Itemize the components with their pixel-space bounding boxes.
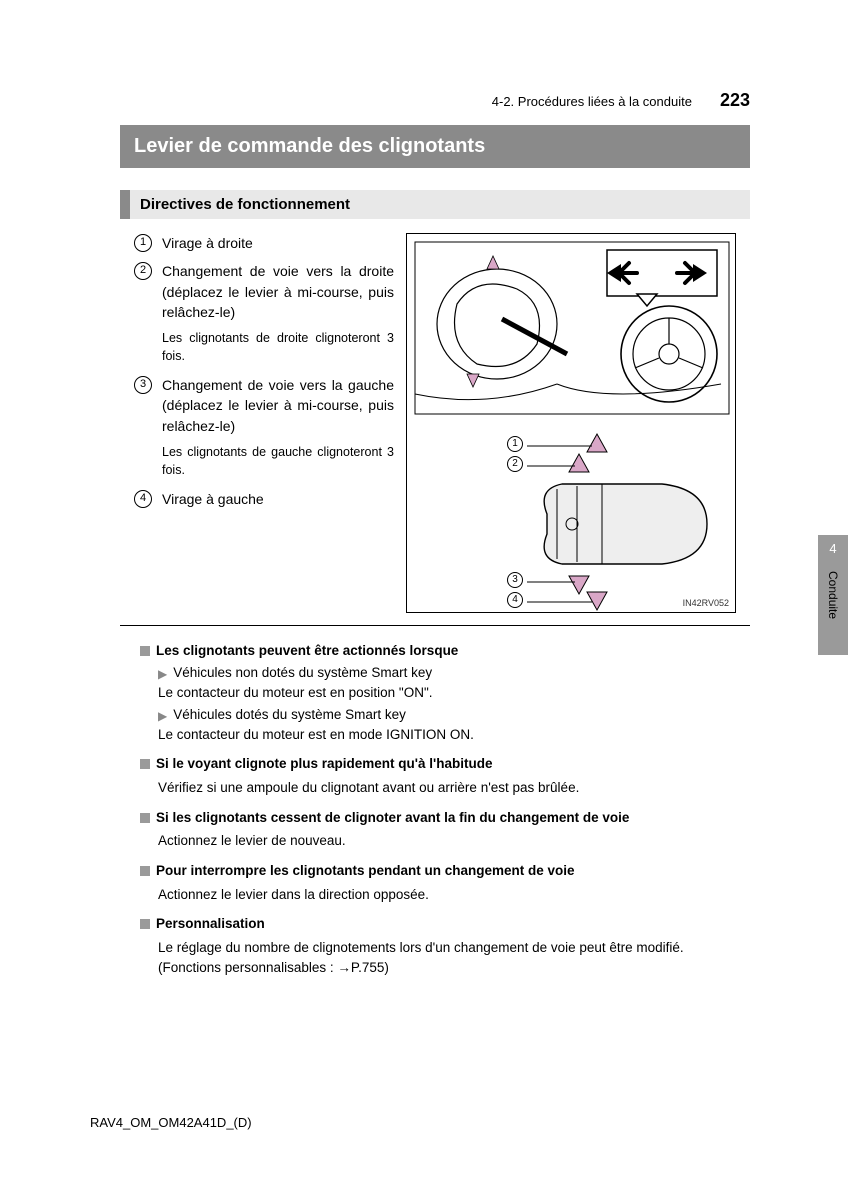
page-number: 223 bbox=[720, 90, 750, 111]
square-bullet-icon bbox=[140, 759, 150, 769]
item-number-icon: 1 bbox=[134, 234, 152, 252]
info-block: Les clignotants peuvent être actionnés l… bbox=[158, 642, 750, 745]
item-number-icon: 2 bbox=[134, 262, 152, 280]
info-heading: Pour interrompre les clignotants pendant… bbox=[140, 862, 750, 881]
info-body: Vérifiez si une ampoule du clignotant av… bbox=[158, 778, 750, 798]
square-bullet-icon bbox=[140, 919, 150, 929]
separator bbox=[120, 625, 750, 626]
info-block: Si le voyant clignote plus rapidement qu… bbox=[158, 755, 750, 798]
chapter-number: 4 bbox=[818, 535, 848, 556]
square-bullet-icon bbox=[140, 813, 150, 823]
sub-bullet-text: Véhicules dotés du système Smart key bbox=[173, 707, 406, 723]
info-heading-text: Personnalisation bbox=[156, 915, 265, 934]
list-item: 2 Changement de voie vers la droite (dép… bbox=[134, 261, 394, 322]
sub-bullet: ▶ Véhicules dotés du système Smart key bbox=[158, 707, 750, 723]
triangle-bullet-icon: ▶ bbox=[158, 709, 167, 723]
list-item: 4 Virage à gauche bbox=[134, 489, 394, 509]
item-text: Changement de voie vers la gauche (dépla… bbox=[162, 375, 394, 436]
breadcrumb: 4-2. Procédures liées à la conduite bbox=[492, 94, 692, 109]
callout-2-icon: 2 bbox=[507, 456, 523, 472]
info-block: Pour interrompre les clignotants pendant… bbox=[158, 862, 750, 905]
info-body: Actionnez le levier de nouveau. bbox=[158, 831, 750, 851]
page-content: 4-2. Procédures liées à la conduite 2 2 3 … bbox=[120, 90, 750, 988]
info-heading: Personnalisation bbox=[140, 915, 750, 934]
item-number-icon: 3 bbox=[134, 376, 152, 394]
item-number-icon: 4 bbox=[134, 490, 152, 508]
page-title: Levier de commande des clignotants bbox=[120, 125, 750, 168]
page-header: 4-2. Procédures liées à la conduite 223 bbox=[120, 90, 750, 111]
item-note: Les clignotants de gauche clignoteront 3… bbox=[162, 444, 394, 479]
callout-1-icon: 1 bbox=[507, 436, 523, 452]
doc-footer: RAV4_OM_OM42A41D_(D) bbox=[90, 1115, 252, 1130]
item-text: Virage à gauche bbox=[162, 489, 264, 509]
info-body: Le contacteur du moteur est en mode IGNI… bbox=[158, 725, 750, 745]
info-body: Actionnez le levier dans la direction op… bbox=[158, 885, 750, 905]
info-heading-text: Pour interrompre les clignotants pendant… bbox=[156, 862, 575, 881]
callout-4-icon: 4 bbox=[507, 592, 523, 608]
numbered-list: 1 Virage à droite 2 Changement de voie v… bbox=[134, 233, 394, 613]
list-item: 3 Changement de voie vers la gauche (dép… bbox=[134, 375, 394, 436]
item-note: Les clignotants de droite clignoteront 3… bbox=[162, 330, 394, 365]
chapter-tab: 4 Conduite bbox=[818, 535, 848, 655]
info-body-extra: (Fonctions personnalisables : →P.755) bbox=[158, 958, 750, 978]
callout-3-icon: 3 bbox=[507, 572, 523, 588]
sub-bullet: ▶ Véhicules non dotés du système Smart k… bbox=[158, 665, 750, 681]
item-text: Virage à droite bbox=[162, 233, 253, 253]
list-item: 1 Virage à droite bbox=[134, 233, 394, 253]
sub-bullet-text: Véhicules non dotés du système Smart key bbox=[173, 665, 432, 681]
turn-signal-diagram: 1 2 3 4 IN42RV052 bbox=[406, 233, 736, 613]
diagram-svg bbox=[407, 234, 737, 614]
info-block: Si les clignotants cessent de clignoter … bbox=[158, 809, 750, 852]
item-text: Changement de voie vers la droite (dépla… bbox=[162, 261, 394, 322]
triangle-bullet-icon: ▶ bbox=[158, 667, 167, 681]
figure-column: 1 2 3 4 IN42RV052 bbox=[406, 233, 750, 613]
chapter-label: Conduite bbox=[826, 571, 840, 619]
info-block: Personnalisation Le réglage du nombre de… bbox=[158, 915, 750, 978]
section-heading: Directives de fonctionnement bbox=[120, 190, 750, 219]
info-heading-text: Si les clignotants cessent de clignoter … bbox=[156, 809, 629, 828]
square-bullet-icon bbox=[140, 646, 150, 656]
info-heading: Si les clignotants cessent de clignoter … bbox=[140, 809, 750, 828]
info-body: Le réglage du nombre de clignotements lo… bbox=[158, 938, 750, 958]
info-body: Le contacteur du moteur est en position … bbox=[158, 683, 750, 703]
instructions-row: 1 Virage à droite 2 Changement de voie v… bbox=[134, 233, 750, 613]
info-heading-text: Les clignotants peuvent être actionnés l… bbox=[156, 642, 458, 661]
figure-code: IN42RV052 bbox=[683, 598, 729, 608]
square-bullet-icon bbox=[140, 866, 150, 876]
info-heading: Si le voyant clignote plus rapidement qu… bbox=[140, 755, 750, 774]
info-heading: Les clignotants peuvent être actionnés l… bbox=[140, 642, 750, 661]
info-heading-text: Si le voyant clignote plus rapidement qu… bbox=[156, 755, 492, 774]
